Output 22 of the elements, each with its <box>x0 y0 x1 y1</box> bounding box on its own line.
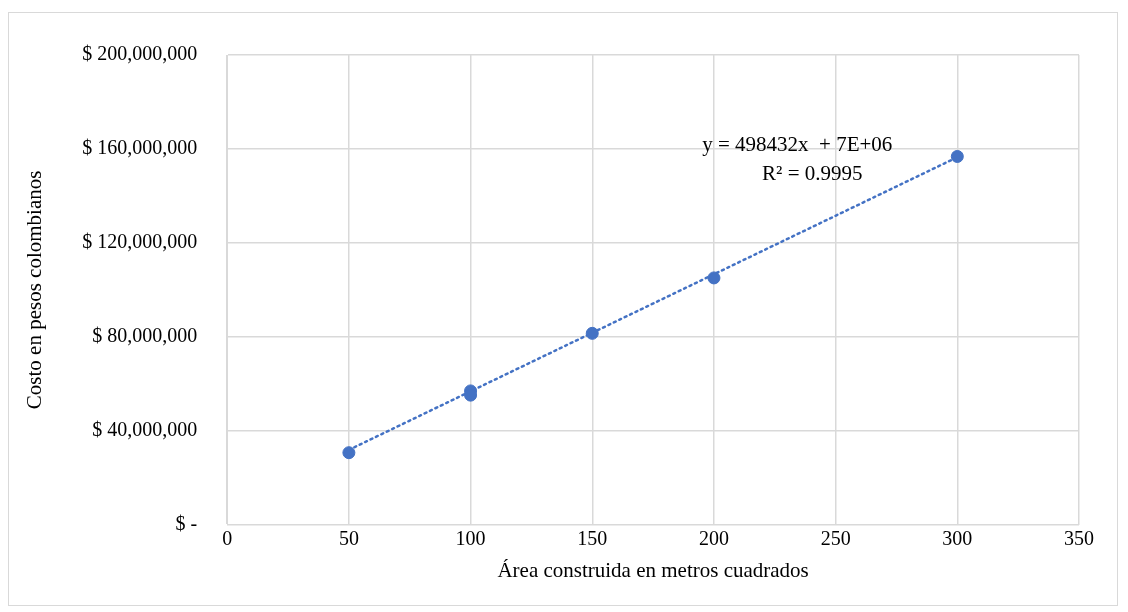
y-tick-label: $ 40,000,000 <box>92 418 198 441</box>
point <box>342 446 356 460</box>
x-tick-label: 300 <box>942 527 973 550</box>
x-tick-label: 350 <box>1064 527 1094 550</box>
y-tick-label: $ 120,000,000 <box>82 230 198 253</box>
x-tick-label: 0 <box>222 527 233 550</box>
y-tick-label: $ 80,000,000 <box>92 324 198 347</box>
annotation: R² = 0.9995 <box>762 160 863 185</box>
x-tick-label: 250 <box>820 527 851 550</box>
point <box>585 326 599 340</box>
y-tick-label: $ - <box>175 512 198 535</box>
annotation: y = 498432x + 7E+06 <box>702 131 893 156</box>
x-axis-title: Área construida en metros cuadrados <box>497 557 809 582</box>
x-tick-label: 200 <box>698 527 729 550</box>
y-tick-label: $ 160,000,000 <box>82 136 198 159</box>
point <box>950 149 964 163</box>
x-tick-label: 100 <box>455 527 486 550</box>
x-tick-label: 150 <box>577 527 608 550</box>
y-axis-title: Costo en pesos colombianos <box>22 170 47 410</box>
x-tick-label: 50 <box>338 527 359 550</box>
y-tick-label: $ 200,000,000 <box>82 42 198 65</box>
point <box>707 271 721 285</box>
